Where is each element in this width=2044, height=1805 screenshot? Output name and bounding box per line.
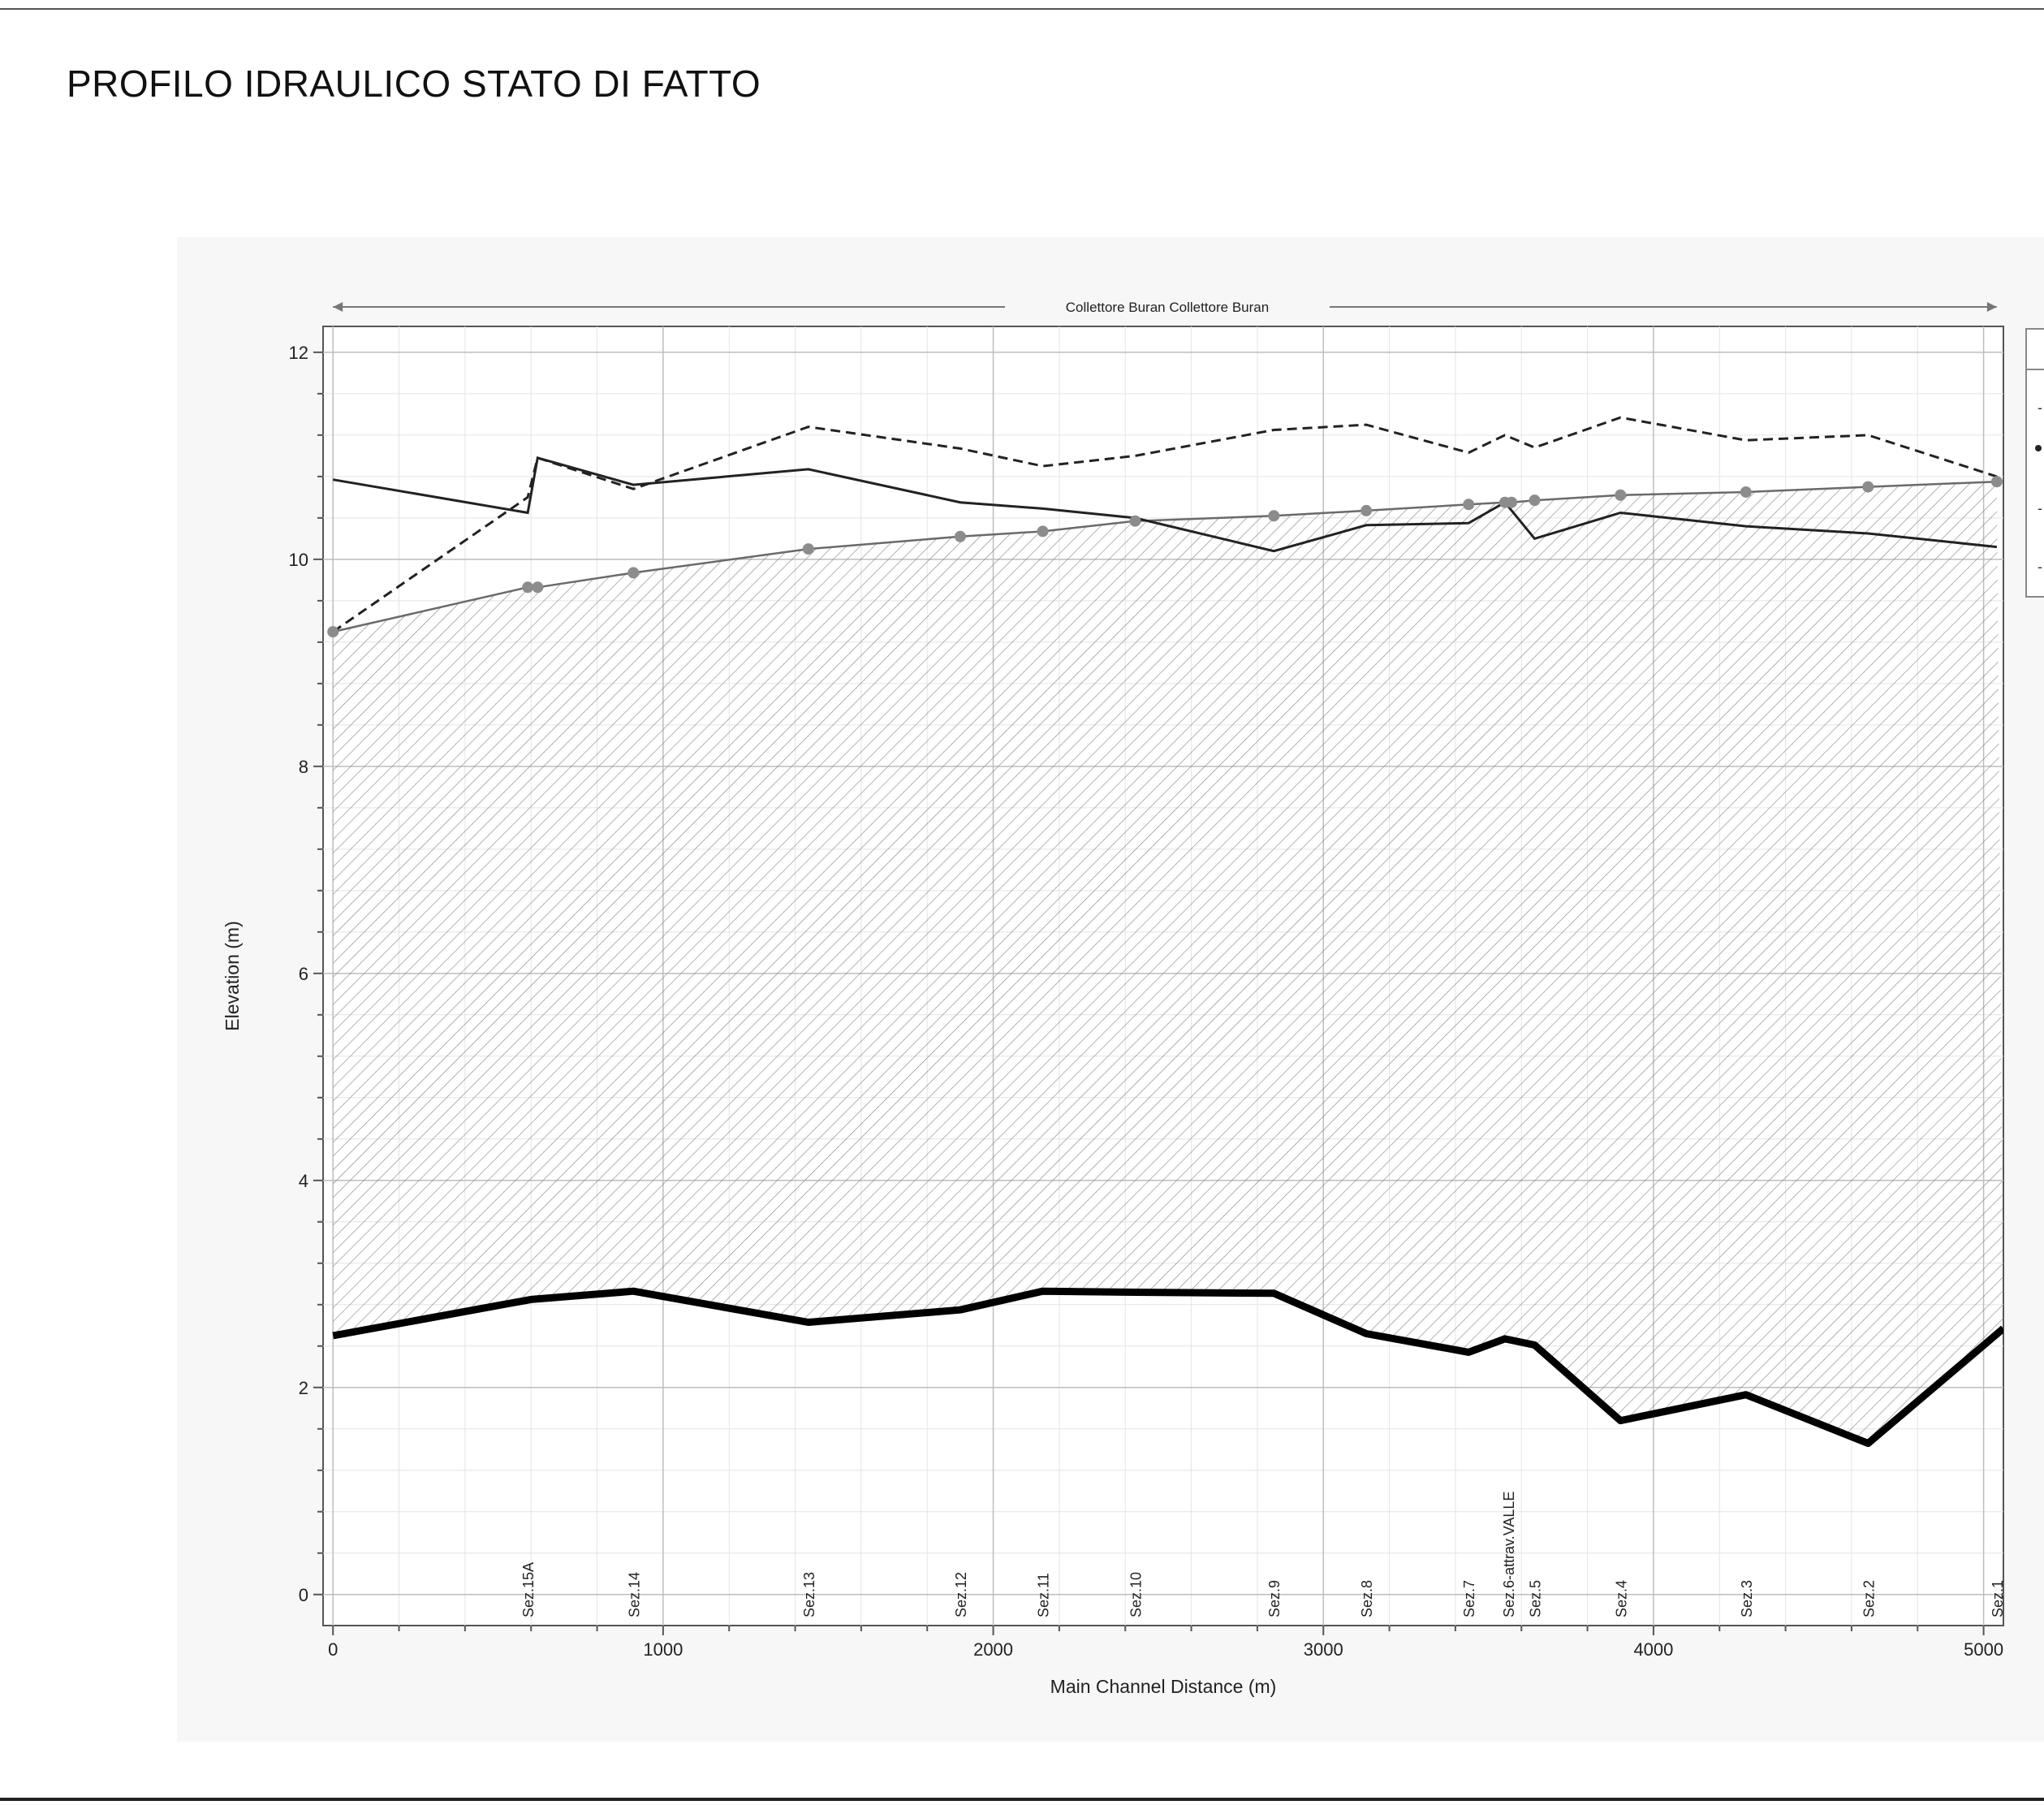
x-tick-label: 4000 [1633,1639,1673,1660]
bank-point-marker [954,530,966,542]
y-axis-label: Elevation (m) [222,921,243,1030]
page-title: PROFILO IDRAULICO STATO DI FATTO [67,63,761,105]
legend: - - - [2025,328,2044,598]
chart-panel: Collettore Buran Collettore Buran 0 1000 2… [177,237,2044,1742]
y-tick-label: 4 [299,1171,308,1191]
x-tick-label: 5000 [1964,1639,2003,1660]
bank-point-marker [1506,496,1518,508]
bank-point-marker [1529,494,1541,507]
reach-arrow-left-icon [333,302,343,312]
bank-point-marker [1615,489,1627,501]
bank-point-marker [1361,504,1373,516]
series-dashed-line-line [332,416,1998,633]
x-tick-label: 0 [328,1639,338,1660]
section-label: Sez.15A [520,1562,537,1617]
section-label: Sez.10 [1128,1572,1144,1617]
section-label: Sez.4 [1613,1580,1629,1617]
hatched-channel-area [333,481,2003,1444]
y-tick-label: 10 [289,550,308,570]
y-tick-label: 2 [299,1378,308,1398]
x-tick-label: 3000 [1304,1639,1343,1660]
section-label: Sez.13 [801,1572,817,1617]
section-label: Sez.7 [1461,1580,1477,1617]
section-label: Sez.8 [1359,1580,1375,1617]
bank-point-marker [1740,486,1752,498]
y-tick-label: 12 [289,343,308,363]
legend-entry-1: - [2038,399,2042,416]
reach-bar: Collettore Buran Collettore Buran [333,300,1997,315]
section-label: Sez.9 [1266,1580,1283,1617]
legend-box [2025,328,2044,598]
y-tick-label: 8 [299,757,308,777]
series-ground-line [332,1287,2003,1448]
y-tick-label: 0 [299,1585,308,1605]
bank-point-marker [327,626,339,638]
section-label: Sez.1 [1990,1580,2006,1617]
x-axis-label: Main Channel Distance (m) [1050,1676,1277,1697]
series-solid-line-line [332,456,1998,553]
y-axis: 0 2 4 6 8 10 12 [289,343,323,1605]
section-label: Sez.12 [953,1572,969,1617]
x-axis: 0 1000 2000 3000 4000 5000 [328,1626,2003,1660]
legend-entry-2-marker [2035,445,2042,451]
section-label: Sez.2 [1861,1580,1877,1617]
section-label: Sez.14 [626,1572,642,1617]
bank-point-marker [1862,481,1874,493]
series-bank-line [332,480,1997,633]
section-label: Sez.5 [1528,1580,1544,1617]
legend-entry-4: - [2038,559,2042,575]
bank-point-marker [1990,476,2003,488]
bank-point-marker [1037,525,1049,538]
reach-arrow-right-icon [1986,302,1997,312]
legend-entry-3: - [2038,500,2042,516]
bank-point-marker [1129,515,1141,527]
section-labels: Sez.15A Sez.14 Sez.13 Sez.12 Sez.11 Sez.10 Sez… [520,1492,2006,1617]
x-tick-label: 2000 [973,1639,1013,1660]
y-tick-label: 6 [299,964,308,984]
reach-label: Collettore Buran Collettore Buran [1066,300,1269,315]
section-label: Sez.6-attrav.VALLE [1501,1492,1517,1617]
bank-point-marker [522,581,534,594]
section-label: Sez.11 [1036,1573,1052,1617]
bottom-rule [0,1798,2044,1801]
bank-point-marker [1463,499,1475,511]
x-tick-label: 1000 [643,1639,683,1660]
bank-point-marker [802,543,814,555]
bank-point-marker [1268,510,1280,522]
top-rule [0,8,2044,10]
profile-chart: Collettore Buran Collettore Buran 0 1000 2… [222,300,2044,1697]
section-label: Sez.3 [1739,1580,1755,1617]
bank-point-marker [627,567,640,579]
bank-point-marker [532,581,544,594]
